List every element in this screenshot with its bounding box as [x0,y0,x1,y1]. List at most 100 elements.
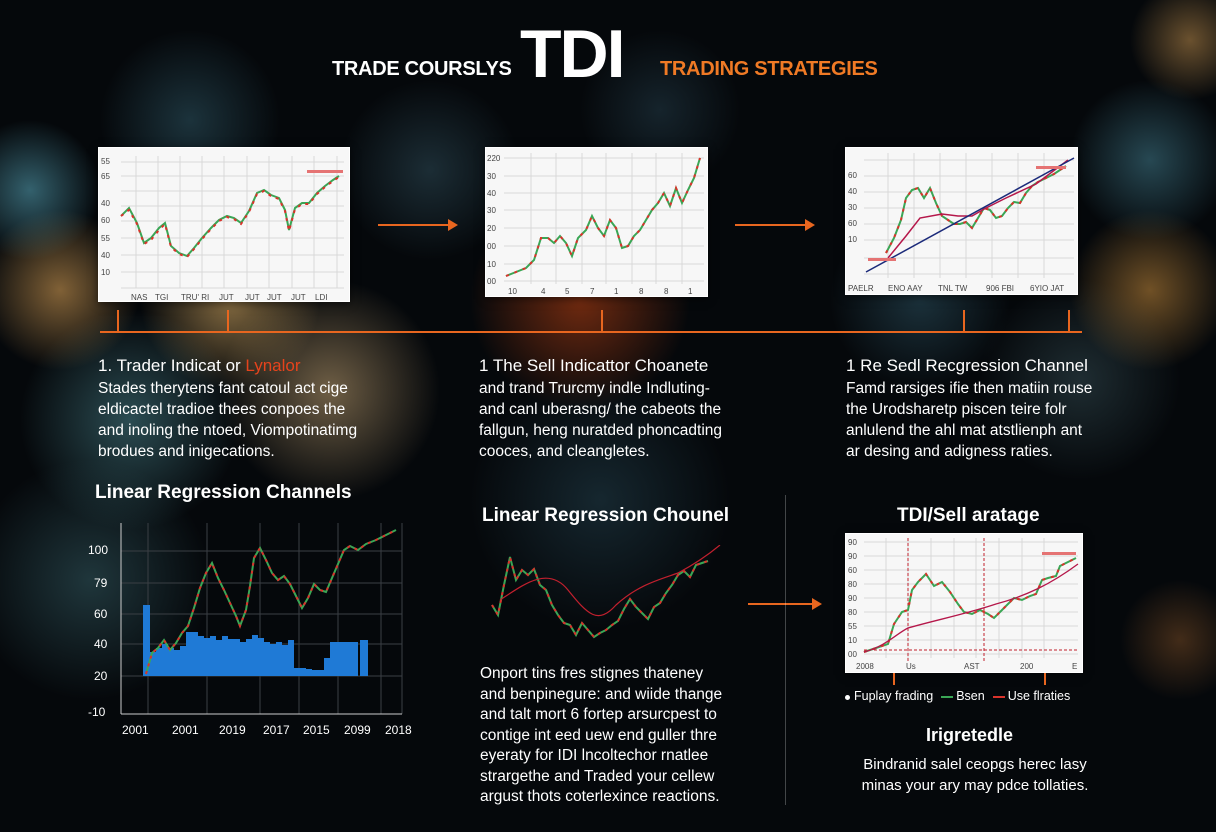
svg-text:1: 1 [688,287,693,296]
header-subtitle: TRADING STRATEGIES [660,58,878,80]
legend-item: Use flraties [992,689,1071,703]
legend-label: Bsen [956,689,985,703]
chart-card-1: 55 65 40 60 55 40 10 NAS TGI TRU' RI JUT JUT JUT … [98,147,350,302]
timeline-tick [1068,310,1070,332]
svg-text:-10: -10 [88,705,106,719]
svg-text:10: 10 [101,268,110,277]
chart-card-2: 220 30 40 30 20 00 10 00 10 4 5 7 1 8 8 1 [485,147,708,297]
linear-regression-chounel-chart [491,545,721,639]
svg-text:JUT: JUT [267,293,282,301]
body-line: argust thots coterlexince reactions. [480,788,720,805]
svg-text:30: 30 [487,206,496,215]
svg-text:Us: Us [906,662,916,671]
svg-text:2001: 2001 [172,723,199,737]
step-2-body: and trand Trurcmy indle Indluting- and c… [479,378,722,462]
body-line: anlulend the ahl mat atstlienph ant [846,422,1083,439]
svg-text:TGI: TGI [155,293,168,301]
header: TRADE COURSLYS TDI TRADING STRATEGIES [0,18,1216,88]
legend-label: Use flraties [1007,689,1071,703]
legend-item: Bsen [941,689,985,703]
body-line: the Urodsharetp piscen teire folr [846,401,1067,418]
linear-regression-channels-chart: 100 79 60 40 20 -10 2001 2001 2019 2017 2015 209… [88,523,412,737]
body-line: fallgun, heng nuratded phoncadting [479,422,723,439]
svg-text:8: 8 [664,287,669,296]
svg-text:JUT: JUT [219,293,234,301]
svg-text:79: 79 [94,576,108,590]
flow-arrow-2 [735,219,815,231]
svg-text:10: 10 [487,260,496,269]
svg-text:8: 8 [639,287,644,296]
svg-text:80: 80 [848,608,857,617]
svg-text:2099: 2099 [344,723,371,737]
step-2-title: 1 The Sell Indicattor Choanete [479,356,708,376]
dot-marker-icon [845,695,850,700]
svg-text:90: 90 [848,538,857,547]
svg-text:2008: 2008 [856,662,874,671]
svg-text:00: 00 [487,277,496,286]
svg-text:LDI: LDI [315,293,327,301]
svg-text:2015: 2015 [303,723,330,737]
step-3-body: Famd rarsiges ifie then matiin rouse the… [846,378,1092,462]
svg-text:6YIO JAT: 6YIO JAT [1030,284,1064,293]
svg-text:00: 00 [487,242,496,251]
body-line: Onport tins fres stignes thateney [480,665,704,682]
header-title: TDI [520,16,626,92]
step-3-title: 1 Re Sedl Recgression Channel [846,356,1088,376]
svg-text:30: 30 [487,172,496,181]
svg-text:4: 4 [541,287,546,296]
svg-text:55: 55 [848,622,857,631]
svg-text:906 FBI: 906 FBI [986,284,1014,293]
tdi-sell-chart-card: 90 90 60 80 90 80 55 10 00 2008 Us AST 200 E [845,533,1083,673]
svg-text:JUT: JUT [245,293,260,301]
svg-text:40: 40 [101,251,110,260]
step-1-title: 1. Trader Indicat or Lynalor [98,356,301,376]
svg-text:220: 220 [487,154,501,163]
svg-text:60: 60 [848,219,857,228]
svg-text:60: 60 [94,607,108,621]
svg-text:80: 80 [848,580,857,589]
timeline-tick [963,310,965,332]
body-line: strargethe and Traded your cellew [480,767,715,785]
svg-text:65: 65 [101,172,110,181]
svg-text:10: 10 [848,235,857,244]
svg-text:PAELR: PAELR [848,284,874,293]
timeline-tick [601,310,603,332]
right-sub-body: Bindranid salel ceopgs herec lasy minas … [850,754,1100,796]
svg-text:2001: 2001 [122,723,149,737]
svg-text:AST: AST [964,662,980,671]
svg-text:1: 1 [614,287,619,296]
column-divider [785,495,786,805]
svg-text:2018: 2018 [385,723,412,737]
green-line-marker-icon [941,695,954,698]
svg-text:90: 90 [848,552,857,561]
right-sub-title: Irigretedle [926,725,1014,745]
body-line: Famd rarsiges ifie then matiin rouse [846,380,1093,397]
middle-section-body: Onport tins fres stignes thateney and be… [480,664,722,808]
header-left-text: TRADE COURSLYS [332,58,512,80]
body-line: and trand Trurcmy indle Indluting- [479,380,710,397]
svg-text:2019: 2019 [219,723,246,737]
svg-text:60: 60 [101,216,110,225]
svg-text:30: 30 [848,203,857,212]
step-2-title-text: 1 The Sell Indicattor Choanete [479,356,709,375]
body-line: Stades therytens fant catoul act cige [98,380,348,397]
body-line: minas your ary may pdce tollaties. [861,777,1089,794]
body-line: and inoling the ntoed, Viompotinatimg [98,422,358,439]
legend-tick [1044,673,1046,685]
svg-text:E: E [1072,662,1077,671]
body-line: and talt mort 6 fortep arsurcpest to [480,706,717,723]
chart-card-3: 60 40 30 60 10 PAELR ENO AAY TNL TW 906 FBI 6Y… [845,147,1078,295]
svg-text:100: 100 [88,543,108,557]
flow-arrow-1 [378,219,458,231]
body-line: Bindranid salel ceopgs herec lasy [863,756,1087,773]
legend-item: Fuplay frading [845,689,933,703]
svg-text:40: 40 [487,189,496,198]
body-line: eldicactel tradioe thees conpoes the [98,401,346,418]
timeline-line [100,331,1082,333]
body-line: eyeraty for IDI lncoltechor rnatlee [480,747,709,764]
svg-text:00: 00 [848,650,857,659]
svg-text:TNL TW: TNL TW [938,284,968,293]
timeline-tick [117,310,119,332]
step-3-title-text: 1 Re Sedl Recgression Channel [846,356,1088,375]
left-section-title: Linear Regression Channels [95,482,352,503]
